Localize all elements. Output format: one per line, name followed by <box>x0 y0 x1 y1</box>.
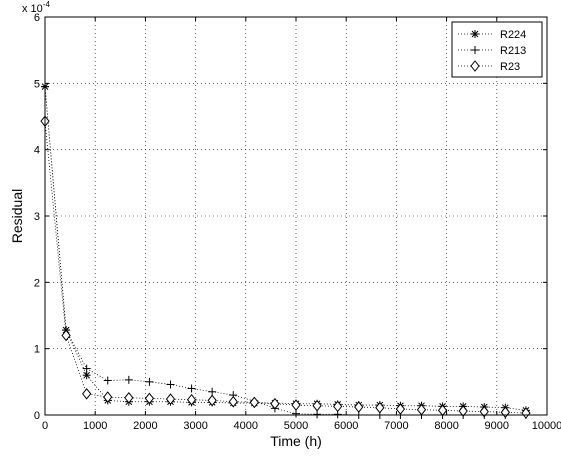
legend-marker-r23 <box>470 60 480 72</box>
x-tick-label: 5000 <box>284 420 308 432</box>
legend-box <box>451 21 543 78</box>
y-tick-label: 5 <box>34 78 40 90</box>
data-point-r23-shape <box>479 405 489 418</box>
x-tick-label: 2000 <box>133 420 157 432</box>
data-point-r213 <box>145 377 154 386</box>
data-point-r23-shape <box>270 397 280 410</box>
x-tick-label: 1000 <box>83 420 107 432</box>
data-point-r23 <box>333 400 343 413</box>
data-point-r23 <box>82 387 92 400</box>
series-line-r224 <box>44 86 526 411</box>
data-point-r23-shape <box>375 401 385 414</box>
x-tick-label: 8000 <box>434 420 458 432</box>
data-point-r23 <box>312 399 322 412</box>
legend-items: R224 R213 R23 <box>458 29 526 73</box>
data-point-r23 <box>375 401 385 414</box>
data-point-r213 <box>124 375 133 384</box>
legend-marker-r224 <box>471 30 479 38</box>
data-point-r23 <box>61 329 71 342</box>
axis-ticks <box>44 16 548 416</box>
legend-label-r23: R23 <box>500 61 520 73</box>
y-tick-label: 0 <box>34 410 40 422</box>
legend-marker-r23-shape <box>470 60 480 72</box>
legend: R224 R213 R23 <box>451 21 543 78</box>
data-point-r23-shape <box>249 396 259 409</box>
data-point-r23 <box>354 401 364 413</box>
x-tick-label: 7000 <box>384 420 408 432</box>
data-point-r23-shape <box>458 405 468 417</box>
x-tick-label: 6000 <box>334 420 358 432</box>
data-point-r23-shape <box>521 407 531 419</box>
data-point-r23-shape <box>312 399 322 412</box>
data-point-r23-shape <box>124 391 134 404</box>
data-point-r23-shape <box>165 393 176 405</box>
data-point-r23 <box>207 394 217 407</box>
data-point-r23 <box>291 399 301 411</box>
x-tick-label: 4000 <box>234 420 258 432</box>
data-point-r23-shape <box>333 400 343 413</box>
data-point-r23 <box>458 405 468 417</box>
data-point-r23-shape <box>186 393 197 406</box>
x-tick-label: 0 <box>42 420 48 432</box>
data-point-r213 <box>187 384 196 393</box>
y-exponent-label: x 10-4 <box>22 0 50 15</box>
y-tick-label: 6 <box>34 12 40 24</box>
legend-label-r224: R224 <box>500 29 526 41</box>
data-point-r213 <box>82 364 91 373</box>
data-point-r23 <box>165 393 176 405</box>
data-point-r23-shape <box>61 329 71 342</box>
legend-marker-r224-stroke <box>471 30 479 38</box>
data-point-r213 <box>313 410 322 419</box>
data-point-r213 <box>208 387 217 396</box>
x-tick-label: 3000 <box>183 420 207 432</box>
x-tick-label: 9000 <box>485 420 509 432</box>
x-tick-label: 10000 <box>532 420 561 432</box>
data-point-r23 <box>144 392 155 405</box>
y-tick-label: 2 <box>34 277 40 289</box>
data-point-r23 <box>103 391 113 403</box>
legend-marker-r213 <box>471 46 479 54</box>
y-tick-label: 3 <box>34 211 40 223</box>
plot-area <box>45 17 547 415</box>
data-point-r23-shape <box>395 403 406 415</box>
data-point-r23 <box>521 407 531 419</box>
data-point-r23-shape <box>228 395 238 408</box>
data-point-r23-shape <box>354 401 364 413</box>
data-point-r23 <box>228 395 238 408</box>
data-point-r23 <box>270 397 280 410</box>
legend-label-r213: R213 <box>500 45 526 57</box>
data-point-r23 <box>395 403 406 415</box>
y-axis-label: Residual <box>9 189 25 243</box>
data-point-r23 <box>249 396 259 409</box>
data-point-r23 <box>124 391 134 404</box>
data-point-r23-shape <box>207 394 217 407</box>
data-point-r23 <box>479 405 489 418</box>
data-point-r23-shape <box>82 387 92 400</box>
data-point-r23-shape <box>144 392 155 405</box>
x-axis-label: Time (h) <box>270 433 322 449</box>
y-tick-label: 1 <box>34 344 40 356</box>
data-point-r213 <box>166 380 175 389</box>
data-point-r23-shape <box>291 399 301 411</box>
data-point-r224-stroke <box>83 371 91 379</box>
y-tick-label: 4 <box>34 145 40 157</box>
tick-labels: 0 1000 2000 3000 4000 5000 6000 7000 8000 9000 100… <box>34 12 561 432</box>
data-point-r23 <box>186 393 197 406</box>
data-point-r213 <box>103 376 112 385</box>
data-point-r23-shape <box>103 391 113 403</box>
